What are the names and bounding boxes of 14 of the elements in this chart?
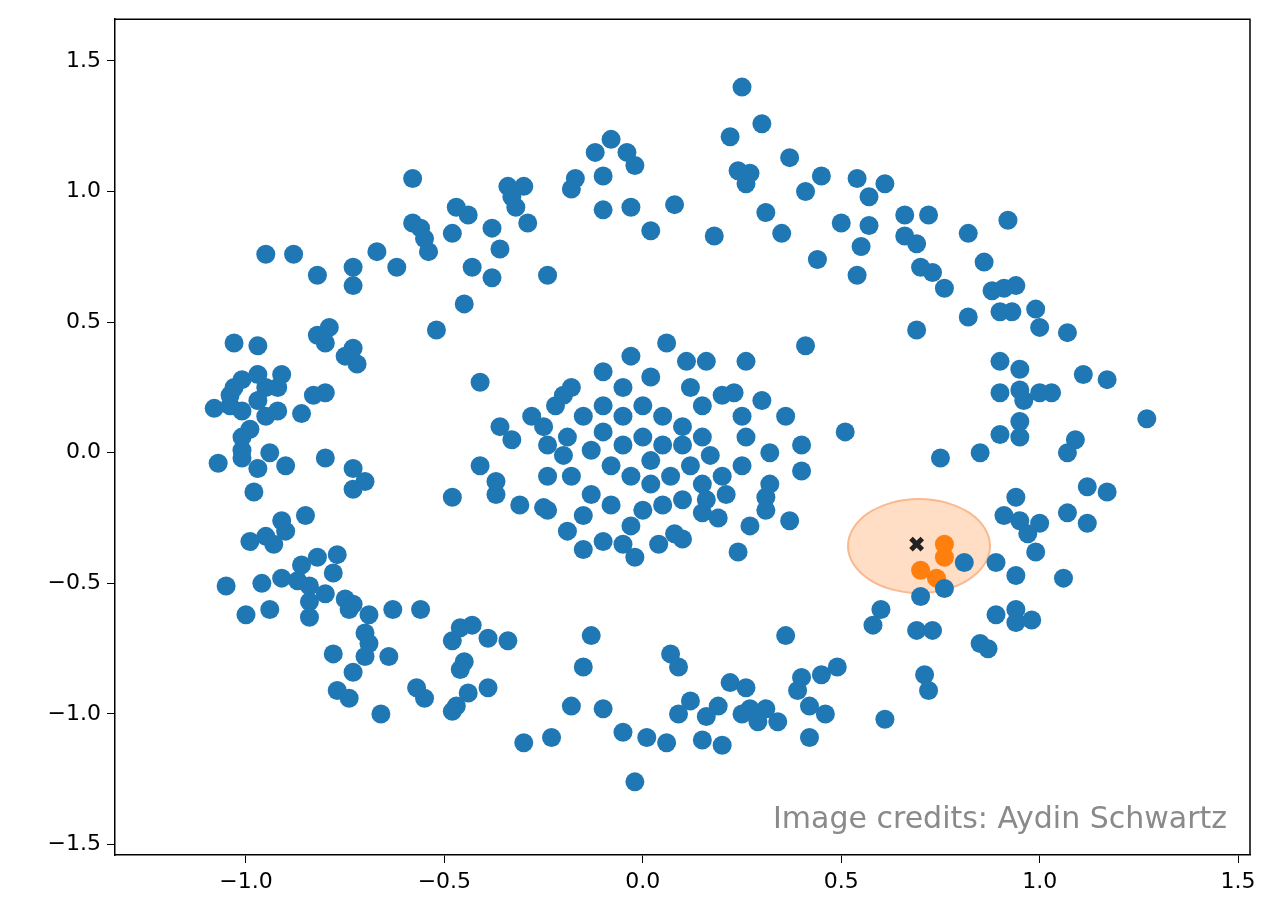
x-tick-label: −1.0 — [219, 867, 273, 893]
y-tick-label: 1.0 — [66, 177, 101, 203]
x-tick-label: 1.0 — [1022, 867, 1058, 893]
y-tick-label: −1.0 — [47, 699, 101, 725]
x-tick-label: 0.5 — [823, 867, 859, 893]
x-tick-label: −0.5 — [417, 867, 472, 893]
y-tick-label: 1.5 — [66, 46, 101, 72]
y-tick-label: 0.0 — [66, 438, 101, 464]
x-tick-label: 1.5 — [1220, 867, 1256, 893]
x-tick-label: 0.0 — [625, 867, 661, 893]
annotation: Image credits: Aydin Schwartz — [772, 800, 1227, 835]
y-tick-label: −0.5 — [47, 569, 101, 595]
y-tick-label: −1.5 — [47, 830, 101, 856]
y-tick-label: 0.5 — [66, 307, 101, 333]
